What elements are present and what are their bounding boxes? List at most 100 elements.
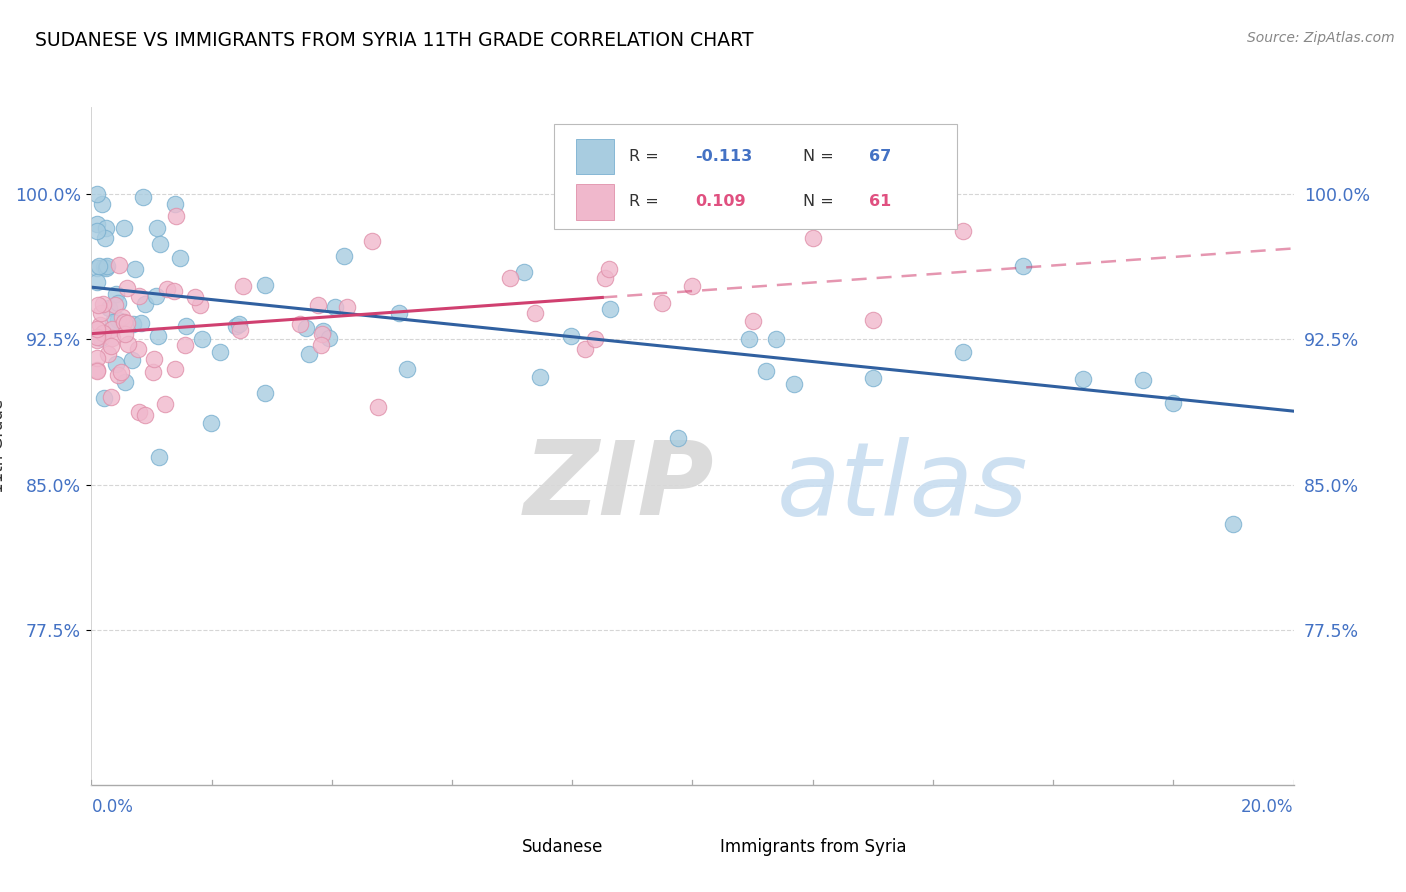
Point bbox=[134, 408, 156, 422]
Point bbox=[574, 342, 596, 356]
Point bbox=[862, 313, 884, 327]
Point bbox=[86, 224, 108, 238]
Point bbox=[86, 322, 108, 336]
Point bbox=[148, 450, 170, 464]
Point bbox=[755, 364, 778, 378]
Text: R =: R = bbox=[628, 194, 664, 210]
Point bbox=[862, 370, 884, 384]
Point bbox=[952, 345, 974, 359]
Point bbox=[513, 265, 536, 279]
Point bbox=[107, 296, 129, 310]
Point bbox=[91, 197, 114, 211]
Point bbox=[184, 290, 207, 304]
Point bbox=[100, 390, 122, 404]
Point bbox=[1071, 371, 1094, 385]
Point bbox=[593, 271, 616, 285]
Point bbox=[312, 324, 335, 338]
Point bbox=[124, 262, 146, 277]
Point bbox=[360, 234, 382, 248]
Text: 67: 67 bbox=[869, 149, 891, 164]
Text: atlas: atlas bbox=[776, 437, 1028, 537]
Text: Sudanese: Sudanese bbox=[522, 838, 603, 856]
Point bbox=[952, 224, 974, 238]
Point bbox=[499, 271, 522, 285]
Point bbox=[209, 345, 232, 359]
Point bbox=[93, 391, 115, 405]
Point bbox=[681, 278, 703, 293]
Point bbox=[165, 209, 187, 223]
Point bbox=[1161, 396, 1184, 410]
Point bbox=[97, 301, 120, 315]
Point bbox=[110, 365, 132, 379]
Text: R =: R = bbox=[628, 149, 664, 164]
Point bbox=[396, 362, 419, 376]
Point bbox=[107, 258, 129, 272]
Point bbox=[111, 310, 134, 324]
Point bbox=[112, 221, 135, 235]
Point bbox=[1012, 260, 1035, 274]
Bar bbox=[576, 139, 614, 174]
Point bbox=[297, 347, 319, 361]
Point bbox=[94, 261, 117, 276]
Point bbox=[86, 351, 108, 366]
Point bbox=[89, 318, 111, 332]
Point bbox=[86, 217, 108, 231]
Point bbox=[86, 260, 108, 275]
Point bbox=[295, 321, 318, 335]
Point bbox=[253, 385, 276, 400]
Point bbox=[560, 329, 582, 343]
Point bbox=[253, 277, 276, 292]
Point bbox=[101, 315, 124, 329]
Bar bbox=[576, 185, 614, 219]
Point bbox=[307, 297, 329, 311]
Point bbox=[598, 262, 620, 277]
Point bbox=[105, 357, 128, 371]
Point bbox=[121, 353, 143, 368]
Point bbox=[112, 315, 135, 329]
Point bbox=[128, 405, 150, 419]
Point bbox=[163, 362, 186, 376]
Point bbox=[146, 221, 169, 235]
Point bbox=[232, 279, 254, 293]
Point bbox=[169, 252, 191, 266]
Point bbox=[114, 376, 136, 390]
Point bbox=[323, 300, 346, 314]
Point bbox=[127, 342, 149, 356]
Point bbox=[115, 281, 138, 295]
Point bbox=[783, 376, 806, 391]
Point bbox=[225, 318, 247, 333]
Point bbox=[367, 400, 389, 414]
Point bbox=[86, 334, 108, 348]
Point bbox=[229, 323, 252, 337]
Point bbox=[86, 330, 108, 344]
Point bbox=[191, 332, 214, 346]
Point bbox=[91, 297, 114, 311]
Point bbox=[145, 289, 167, 303]
Text: 20.0%: 20.0% bbox=[1241, 798, 1294, 816]
Text: Source: ZipAtlas.com: Source: ZipAtlas.com bbox=[1247, 31, 1395, 45]
Text: -0.113: -0.113 bbox=[695, 149, 752, 164]
Point bbox=[188, 298, 211, 312]
Text: N =: N = bbox=[803, 149, 839, 164]
Point bbox=[228, 317, 250, 331]
Point bbox=[149, 236, 172, 251]
Point bbox=[738, 332, 761, 346]
Point bbox=[105, 287, 128, 301]
Bar bbox=[675, 833, 709, 862]
Point bbox=[146, 329, 169, 343]
Point bbox=[163, 284, 186, 298]
Point bbox=[173, 338, 195, 352]
Y-axis label: 11th Grade: 11th Grade bbox=[0, 399, 7, 493]
Point bbox=[90, 306, 112, 320]
Point bbox=[128, 289, 150, 303]
Text: N =: N = bbox=[803, 194, 839, 210]
Point bbox=[311, 327, 333, 342]
Text: SUDANESE VS IMMIGRANTS FROM SYRIA 11TH GRADE CORRELATION CHART: SUDANESE VS IMMIGRANTS FROM SYRIA 11TH G… bbox=[35, 31, 754, 50]
Point bbox=[122, 317, 145, 331]
Point bbox=[765, 333, 787, 347]
Point bbox=[107, 368, 129, 382]
Point bbox=[104, 298, 127, 312]
Point bbox=[86, 364, 108, 378]
Point bbox=[651, 295, 673, 310]
Point bbox=[96, 260, 118, 274]
